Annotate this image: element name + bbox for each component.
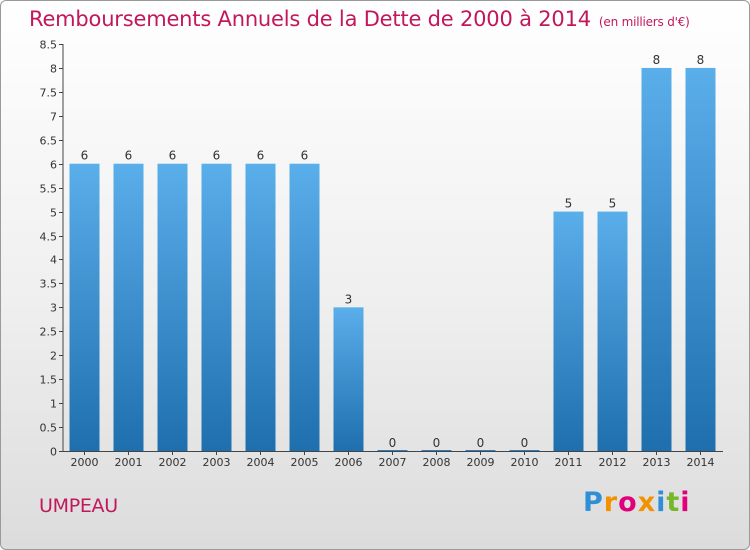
data-label: 0 [521,436,529,450]
data-label: 0 [433,436,441,450]
y-tick-label: 8 [50,63,57,76]
y-tick-label: 3 [50,302,57,315]
x-tick-label: 2014 [687,456,715,469]
data-label: 0 [477,436,485,450]
x-tick-label: 2004 [247,456,275,469]
logo-letter: o [618,487,638,518]
x-tick-label: 2003 [203,456,231,469]
data-label: 3 [345,292,353,306]
bar [597,211,628,451]
bar [245,163,276,452]
x-tick-label: 2010 [511,456,539,469]
logo-letter: r [603,487,619,518]
y-tick-label: 2 [50,350,57,363]
chart-subtitle: (en milliers d'€) [598,15,690,29]
x-tick-label: 2011 [555,456,583,469]
bar [69,163,100,452]
bar [201,163,232,452]
y-tick-label: 0 [50,446,57,459]
y-tick-label: 3.5 [40,278,58,291]
bar [333,307,364,451]
commune-name: UMPEAU [39,495,118,517]
data-label: 8 [697,53,705,67]
logo-letter: i [656,487,667,518]
x-tick-label: 2008 [423,456,451,469]
logo-letter: x [637,487,657,518]
bar [685,67,716,452]
y-tick-label: 8.5 [40,39,58,52]
y-tick-label: 2.5 [40,326,58,339]
data-label: 6 [257,149,265,163]
data-label: 6 [213,149,221,163]
logo-letter: P [583,487,604,518]
data-label: 6 [81,149,89,163]
y-tick-label: 1.5 [40,374,58,387]
bar [113,163,144,452]
y-tick-label: 4.5 [40,231,58,244]
chart-title: Remboursements Annuels de la Dette de 20… [29,7,690,31]
data-label: 5 [565,197,573,211]
data-label: 6 [125,149,133,163]
data-label: 0 [389,436,397,450]
proxiti-logo: Proxiti [583,487,691,518]
y-tick-label: 4 [50,254,57,267]
data-label: 6 [301,149,309,163]
bar [641,67,672,452]
bar [289,163,320,452]
bar [553,211,584,451]
y-tick-label: 6 [50,159,57,172]
x-tick-label: 2006 [335,456,363,469]
x-tick-label: 2001 [115,456,143,469]
data-label: 6 [169,149,177,163]
y-tick-label: 5.5 [40,183,58,196]
logo-letter: i [680,487,691,518]
x-tick-label: 2009 [467,456,495,469]
data-label: 5 [609,197,617,211]
x-tick-label: 2005 [291,456,319,469]
y-tick-label: 0.5 [40,422,58,435]
x-tick-label: 2000 [71,456,99,469]
x-tick-label: 2002 [159,456,187,469]
data-label: 8 [653,53,661,67]
x-tick-label: 2007 [379,456,407,469]
x-tick-label: 2013 [643,456,671,469]
chart-title-text: Remboursements Annuels de la Dette de 20… [29,7,591,31]
logo-letter: t [666,487,681,518]
y-tick-label: 7 [50,111,57,124]
y-tick-label: 6.5 [40,135,58,148]
y-tick-label: 7.5 [40,87,58,100]
y-tick-label: 1 [50,398,57,411]
x-tick-label: 2012 [599,456,627,469]
y-tick-label: 5 [50,207,57,220]
bar [157,163,188,452]
